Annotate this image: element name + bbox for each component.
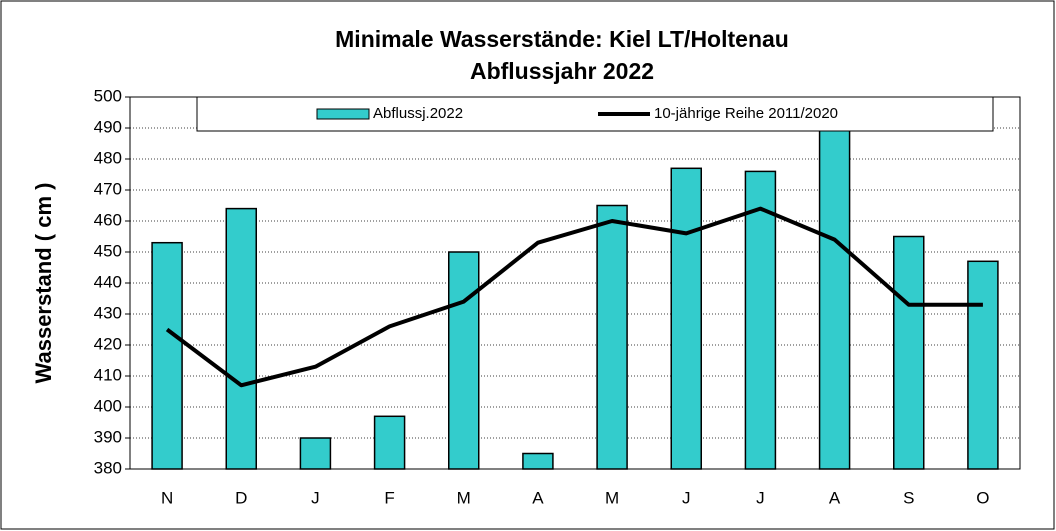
y-tick-label: 440 xyxy=(94,272,122,291)
x-tick-label: J xyxy=(682,488,691,507)
bar xyxy=(373,415,406,470)
y-tick-label: 400 xyxy=(94,396,122,415)
x-tick-label: A xyxy=(532,488,544,507)
legend-swatch xyxy=(316,108,370,120)
chart-subtitle: Abflussjahr 2022 xyxy=(470,58,654,84)
x-tick-label: J xyxy=(311,488,320,507)
legend-label: 10-jährige Reihe 2011/2020 xyxy=(654,105,838,122)
bar xyxy=(448,251,480,470)
y-tick-label: 490 xyxy=(94,117,122,136)
bar xyxy=(744,170,777,470)
bar xyxy=(522,452,554,470)
x-tick-label: A xyxy=(829,488,841,507)
x-tick-label: S xyxy=(903,488,914,507)
y-tick-label: 450 xyxy=(94,241,122,260)
bar xyxy=(967,260,999,470)
y-tick-label: 380 xyxy=(94,458,122,477)
bar xyxy=(893,235,925,470)
y-tick-label: 470 xyxy=(94,179,122,198)
x-tick-label: F xyxy=(384,488,394,507)
bar xyxy=(225,207,257,470)
x-tick-label: M xyxy=(457,488,471,507)
legend-box xyxy=(196,96,994,132)
y-tick-label: 390 xyxy=(94,427,122,446)
y-tick-label: 480 xyxy=(94,148,122,167)
y-tick-label: 420 xyxy=(94,334,122,353)
y-axis-label: Wasserstand ( cm ) xyxy=(31,183,56,384)
chart-title: Minimale Wasserstände: Kiel LT/Holtenau xyxy=(335,26,789,52)
x-tick-label: N xyxy=(161,488,173,507)
y-tick-label: 410 xyxy=(94,365,122,384)
legend-label: Abflussj.2022 xyxy=(373,105,463,122)
line xyxy=(165,206,983,388)
y-tick-label: 460 xyxy=(94,210,122,229)
x-tick-label: J xyxy=(756,488,765,507)
bar xyxy=(818,127,851,470)
x-tick-label: O xyxy=(976,488,989,507)
y-tick-label: 500 xyxy=(94,86,122,105)
y-tick-label: 430 xyxy=(94,303,122,322)
bar xyxy=(299,437,332,470)
bar xyxy=(670,167,702,470)
x-tick-label: D xyxy=(235,488,247,507)
bar xyxy=(151,241,183,470)
bar xyxy=(596,204,628,470)
x-tick-label: M xyxy=(605,488,619,507)
